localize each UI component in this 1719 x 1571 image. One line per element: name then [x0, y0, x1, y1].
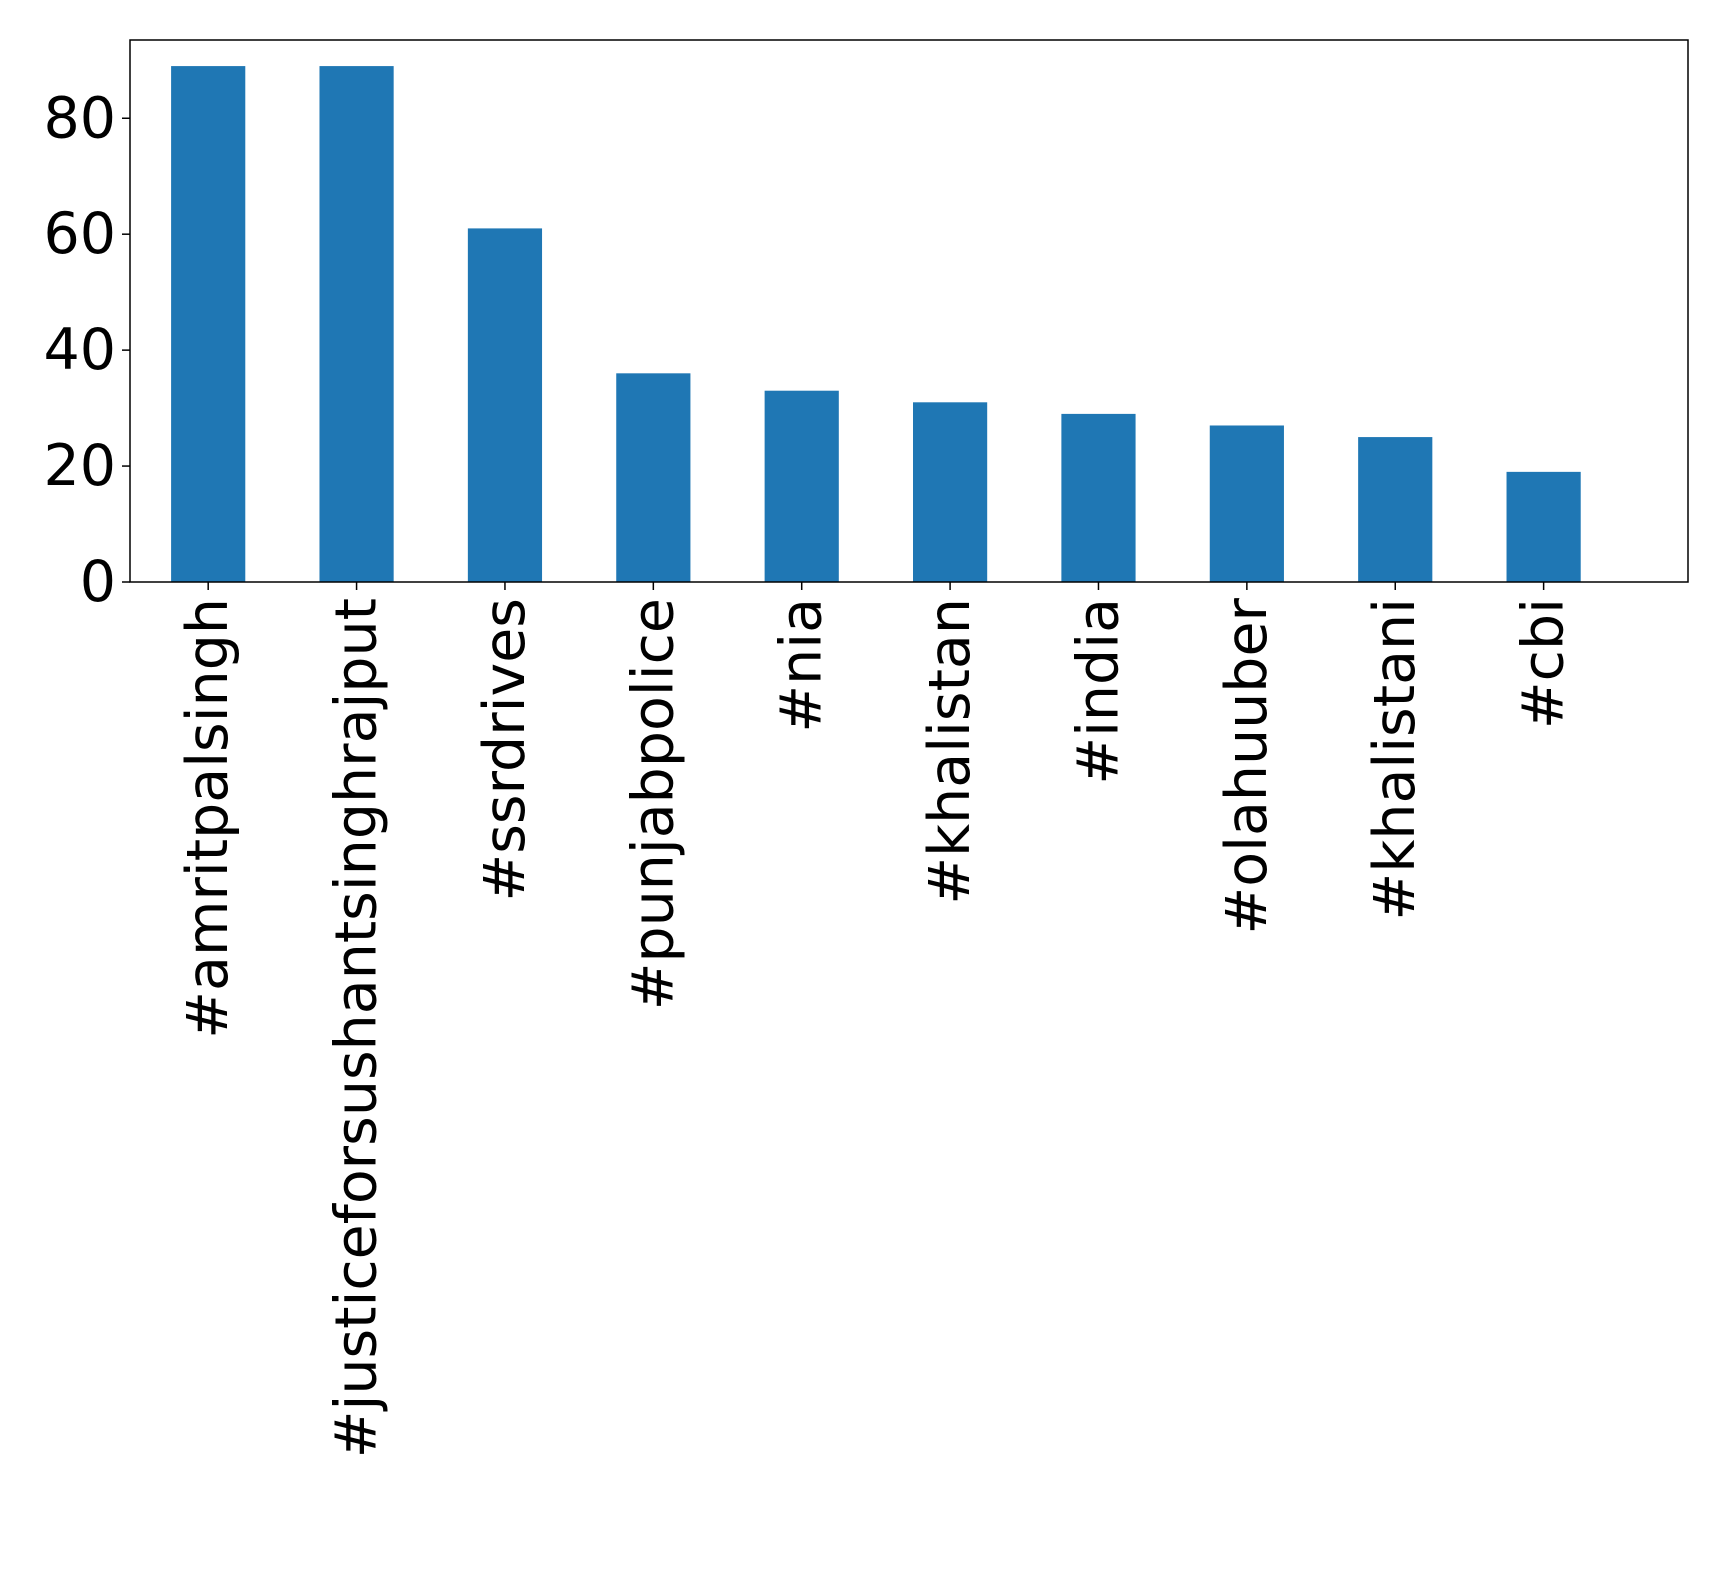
plot-frame	[129, 39, 1689, 583]
y-tick-label: 60	[43, 201, 116, 267]
bar	[1506, 471, 1581, 582]
bar	[467, 228, 543, 582]
y-tick-label: 0	[80, 549, 116, 615]
x-tick-label: #khalistani	[1362, 598, 1428, 920]
x-tick-label: #amritpalsingh	[175, 598, 241, 1039]
bar	[171, 66, 246, 582]
y-tick-label: 80	[43, 85, 116, 151]
bar	[616, 373, 691, 582]
y-tick-label: 20	[43, 433, 116, 499]
bar	[1358, 437, 1433, 582]
y-tick-label: 40	[43, 317, 116, 383]
x-tick-label: #cbi	[1511, 598, 1577, 729]
x-tick-label: #nia	[769, 598, 835, 733]
bar	[1061, 413, 1136, 582]
x-tick-label: #india	[1065, 598, 1131, 785]
bar	[764, 390, 839, 582]
x-tick-label: #punjabpolice	[620, 598, 686, 1010]
x-tick-label: #olahuuber	[1214, 597, 1280, 934]
bar	[1209, 425, 1284, 582]
bar	[319, 66, 394, 582]
bar	[913, 402, 988, 582]
x-tick-label: #justiceforsushantsinghrajput	[324, 598, 390, 1458]
x-axis: #amritpalsingh #justiceforsushantsinghraj…	[175, 582, 1577, 1458]
x-tick-label: #khalistan	[917, 598, 983, 905]
bars-group	[171, 66, 1581, 582]
x-tick-label: #ssrdrives	[472, 598, 538, 902]
y-axis: 0 20 40 60 80	[43, 85, 130, 615]
